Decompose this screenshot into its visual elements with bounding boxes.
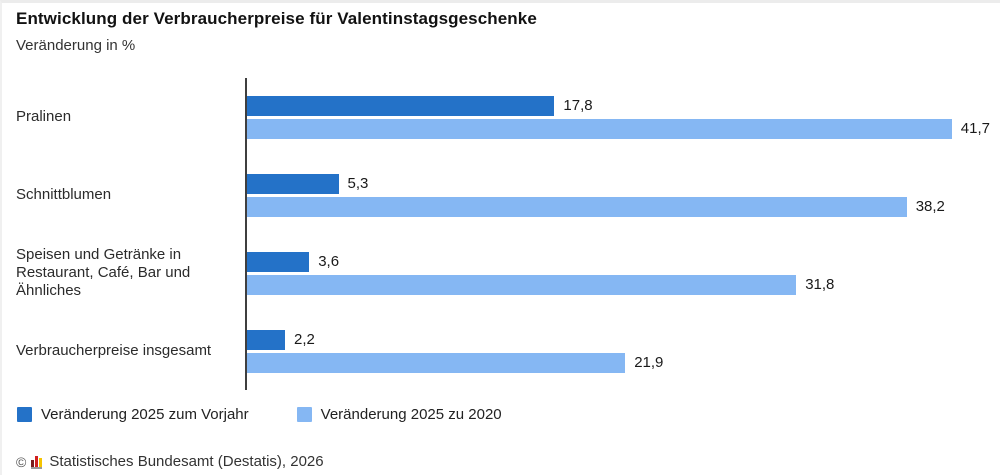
category-label: Speisen und Getränke in Restaurant, Café… bbox=[16, 246, 191, 299]
page-title: Entwicklung der Verbraucherpreise für Va… bbox=[16, 9, 537, 28]
bar-line: 5,3 bbox=[247, 173, 990, 194]
legend-label: Veränderung 2025 zu 2020 bbox=[320, 406, 502, 423]
bar-line: 31,8 bbox=[247, 274, 990, 295]
legend-label: Veränderung 2025 zum Vorjahr bbox=[41, 406, 249, 423]
bar-line: 41,7 bbox=[247, 118, 990, 139]
source-attribution: © Statistisches Bundesamt (Destatis), 20… bbox=[16, 453, 324, 470]
destatis-logo-icon bbox=[31, 455, 43, 469]
value-label: 21,9 bbox=[634, 354, 664, 371]
bar-line: 38,2 bbox=[247, 196, 990, 217]
bar-change-vs-prev-year bbox=[247, 95, 555, 116]
value-label: 2,2 bbox=[294, 331, 315, 348]
bar-change-vs-prev-year bbox=[247, 329, 285, 350]
category-label: Schnittblumen bbox=[16, 186, 112, 203]
bar-group: 17,8 41,7 bbox=[247, 78, 990, 156]
category-label: Pralinen bbox=[16, 108, 72, 125]
category-label: Verbraucherpreise insgesamt bbox=[16, 342, 212, 359]
bar-group: 3,6 31,8 bbox=[247, 234, 990, 312]
legend-item-current-year: Veränderung 2025 zum Vorjahr bbox=[17, 406, 249, 423]
bar-group: 2,2 21,9 bbox=[247, 312, 990, 390]
category-labels: Pralinen Schnittblumen Speisen und Getränk… bbox=[16, 78, 238, 390]
value-label: 3,6 bbox=[318, 253, 340, 270]
bar-change-vs-2020 bbox=[247, 118, 952, 139]
bar-change-vs-2020 bbox=[247, 352, 626, 373]
bar-change-vs-prev-year bbox=[247, 173, 339, 194]
copyright-symbol: © bbox=[16, 453, 27, 470]
value-label: 5,3 bbox=[347, 175, 369, 192]
bar-change-vs-2020 bbox=[247, 196, 907, 217]
source-text: Statistisches Bundesamt (Destatis), 2026 bbox=[49, 453, 324, 470]
legend-swatch-light-blue bbox=[296, 407, 312, 422]
legend-swatch-dark-blue bbox=[17, 407, 32, 422]
bar-line: 2,2 bbox=[247, 329, 990, 350]
value-label: 17,8 bbox=[563, 97, 593, 114]
value-label: 41,7 bbox=[960, 120, 990, 137]
value-label: 31,8 bbox=[805, 276, 835, 293]
bar-line: 3,6 bbox=[247, 251, 990, 272]
chart-subtitle: Veränderung in % bbox=[16, 37, 136, 54]
chart-legend: Veränderung 2025 zum Vorjahr Veränderung… bbox=[17, 406, 502, 423]
bar-line: 21,9 bbox=[247, 352, 990, 373]
bar-group: 5,3 38,2 bbox=[247, 156, 990, 234]
value-label: 38,2 bbox=[915, 198, 945, 215]
bar-change-vs-2020 bbox=[247, 274, 797, 295]
bar-line: 17,8 bbox=[247, 95, 990, 116]
legend-item-vs-2020: Veränderung 2025 zu 2020 bbox=[296, 406, 502, 423]
chart-plot-area: 17,8 41,7 5,3 38,2 3,6 31,8 2,2 21,9 bbox=[245, 78, 990, 390]
bar-change-vs-prev-year bbox=[247, 251, 310, 272]
